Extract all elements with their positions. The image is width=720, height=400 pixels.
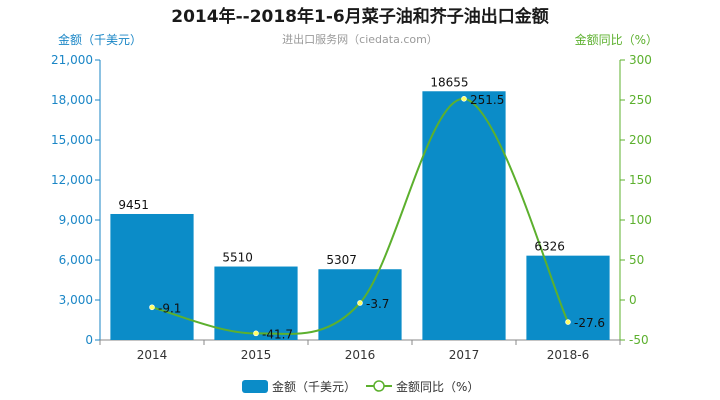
right-axis-tick-label: -50 [629,333,649,347]
line-point [357,300,363,306]
bar-value-label: 18655 [430,75,468,89]
line-point [461,96,467,102]
x-axis-tick-label: 2017 [449,348,480,362]
right-axis-tick-label: 0 [629,293,637,307]
bar-value-label: 5510 [222,251,253,265]
line-value-label: -3.7 [366,297,389,311]
legend[interactable]: 金额（千美元） 金额同比（%） [242,379,479,394]
legend-bar-label: 金额（千美元） [272,379,356,394]
x-axis-tick-label: 2016 [345,348,376,362]
left-axis-tick-label: 0 [85,333,93,347]
line-value-label: 251.5 [470,93,504,107]
legend-line-label: 金额同比（%） [396,379,479,394]
line-value-label: -41.7 [262,327,293,341]
right-axis-tick-label: 100 [629,213,652,227]
line-point [149,304,155,311]
line-series-path [151,97,569,335]
left-axis-tick-label: 9,000 [59,213,93,227]
chart-title: 2014年--2018年1-6月菜子油和芥子油出口金额 [171,6,548,27]
bar-value-label: 6326 [534,240,565,254]
legend-bar-swatch [242,380,268,393]
right-axis-tick-label: 300 [629,53,652,67]
x-axis-tick-label: 2018-6 [547,348,590,362]
left-axis-tick-label: 21,000 [51,53,93,67]
left-axis-title: 金额（千美元） [58,32,142,47]
x-axis-tick-label: 2015 [241,348,272,362]
right-axis-tick-label: 150 [629,173,652,187]
data-labels: 9451 5510 5307 18655 6326 -9.1 -41.7 -3.7 251.5 -… [118,75,605,341]
left-axis-tick-label: 6,000 [59,253,93,267]
left-axis-tick-label: 12,000 [51,173,93,187]
left-axis-tick-label: 18,000 [51,93,93,107]
bar-value-label: 9451 [118,198,149,212]
bar [214,266,298,340]
line-series [149,96,571,337]
right-axis-tick-label: 200 [629,133,652,147]
right-axis-title: 金额同比（%） [575,32,658,47]
x-axis-tick-label: 2014 [137,348,168,362]
bar [526,255,610,340]
line-value-label: -27.6 [574,316,605,330]
right-axis-tick-label: 250 [629,93,652,107]
line-point [253,330,259,337]
legend-line-marker [373,380,385,392]
bar [110,213,194,340]
bar-value-label: 5307 [326,253,357,267]
left-axis-tick-label: 3,000 [59,293,93,307]
left-axis-tick-label: 15,000 [51,133,93,147]
bar [422,91,506,341]
axes: 0 3,000 6,000 9,000 12,000 15,000 18,000 21,000… [51,53,652,362]
right-axis-tick-label: 50 [629,253,644,267]
line-point [565,319,571,325]
chart-subtitle: 进出口服务网（ciedata.com） [282,32,438,46]
line-value-label: -9.1 [158,301,181,315]
